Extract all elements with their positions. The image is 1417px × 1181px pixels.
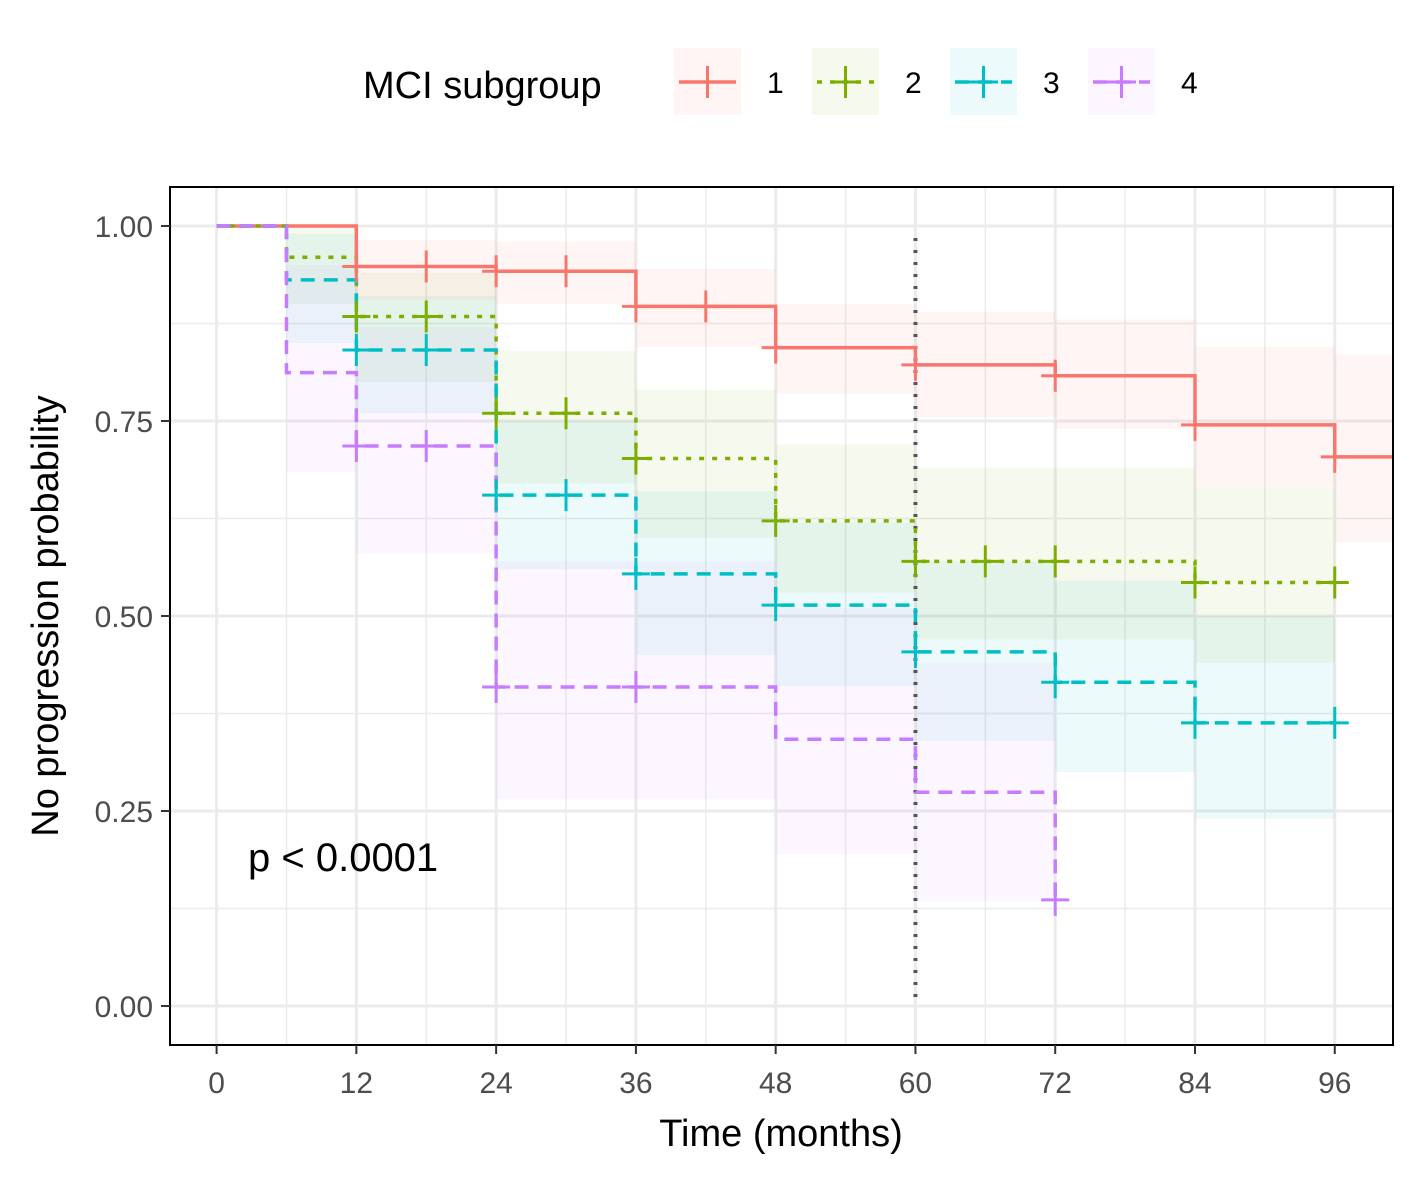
censor-mark-4 — [342, 429, 371, 462]
confidence-bands — [286, 226, 1393, 901]
y-tick-label: 0.25 — [95, 796, 153, 829]
confidence-band-segment — [1055, 580, 1195, 772]
legend-entry-2: 2 — [812, 48, 922, 115]
censor-mark-2 — [971, 545, 1000, 578]
censor-mark-2 — [1041, 545, 1070, 578]
censor-mark-3 — [1041, 666, 1070, 699]
censor-mark-4 — [621, 670, 650, 703]
censor-mark-3 — [901, 635, 930, 668]
y-tick-label: 0.00 — [95, 991, 153, 1024]
legend-entry-1: 1 — [674, 48, 784, 115]
censor-mark-1 — [901, 348, 930, 381]
confidence-band-segment — [286, 226, 357, 304]
censor-mark-1 — [552, 255, 581, 288]
legend-label-2: 2 — [905, 67, 922, 100]
legend-key-censor — [969, 66, 998, 98]
x-tick-label: 0 — [208, 1067, 225, 1100]
confidence-band-segment — [775, 608, 916, 854]
confidence-band-segment — [1194, 346, 1335, 488]
censor-mark-2 — [761, 504, 790, 537]
confidence-band-segment — [915, 561, 1056, 741]
legend-label-3: 3 — [1043, 67, 1060, 100]
confidence-band-segment — [1194, 616, 1335, 819]
censor-mark-2 — [1180, 566, 1209, 599]
censor-mark-3 — [1320, 706, 1349, 739]
legend-key-censor — [1107, 66, 1136, 98]
y-tick-label: 0.50 — [95, 601, 153, 634]
y-tick-label: 0.75 — [95, 406, 153, 439]
censor-mark-2 — [552, 397, 581, 430]
x-tick-label: 48 — [759, 1067, 792, 1100]
censor-mark-3 — [761, 589, 790, 622]
censor-mark-4 — [482, 670, 511, 703]
censor-mark-3 — [621, 557, 650, 590]
censor-mark-1 — [1180, 408, 1209, 441]
censor-mark-1 — [482, 255, 511, 288]
x-tick-label: 60 — [899, 1067, 932, 1100]
legend-key-censor — [831, 66, 860, 98]
y-tick-label: 1.00 — [95, 211, 153, 244]
censor-mark-3 — [482, 479, 511, 512]
censor-mark-3 — [342, 334, 371, 367]
x-tick-label: 12 — [340, 1067, 373, 1100]
confidence-band-segment — [1334, 354, 1393, 542]
series-line-1 — [216, 224, 1393, 459]
legend-entry-3: 3 — [950, 48, 1060, 115]
censor-mark-1 — [342, 250, 371, 283]
censor-mark-2 — [342, 300, 371, 333]
legend-entry-4: 4 — [1088, 48, 1198, 115]
censor-mark-2 — [901, 545, 930, 578]
legend: MCI subgroup 1 2 3 4 — [363, 48, 1198, 115]
p-value-annotation: p < 0.0001 — [248, 836, 438, 880]
confidence-band-segment — [286, 265, 357, 472]
censor-mark-2 — [621, 442, 650, 475]
censor-mark-3 — [1180, 706, 1209, 739]
censor-mark-1 — [691, 290, 720, 323]
legend-key-censor — [693, 66, 722, 98]
series-line-3 — [216, 224, 1335, 725]
y-axis-title: No progression probability — [25, 395, 67, 836]
plot-area: p < 0.0001 — [169, 186, 1394, 1046]
x-tick-label: 84 — [1178, 1067, 1211, 1100]
confidence-band-segment — [286, 233, 357, 343]
censor-mark-2 — [412, 300, 441, 333]
confidence-band-segment — [1194, 487, 1335, 663]
x-tick-label: 36 — [619, 1067, 652, 1100]
censor-mark-1 — [412, 250, 441, 283]
censor-mark-4 — [412, 429, 441, 462]
censor-marks — [342, 250, 1349, 916]
censor-mark-2 — [482, 397, 511, 430]
censor-mark-1 — [621, 290, 650, 323]
censor-mark-2 — [1320, 566, 1349, 599]
legend-title: MCI subgroup — [363, 65, 602, 107]
censor-mark-1 — [1041, 359, 1070, 392]
legend-label-1: 1 — [767, 67, 784, 100]
legend-entries: 1 2 3 4 — [674, 48, 1198, 115]
legend-label-4: 4 — [1181, 67, 1198, 100]
confidence-band-segment — [775, 444, 916, 593]
x-axis: 0 12 24 36 48 60 72 84 96 — [208, 1045, 1351, 1100]
y-axis: 0.00 0.25 0.50 0.75 1.00 — [95, 211, 170, 1024]
x-tick-label: 72 — [1039, 1067, 1072, 1100]
censor-mark-1 — [761, 331, 790, 364]
confidence-band-segment — [915, 662, 1056, 901]
confidence-band-segment — [635, 389, 776, 538]
censor-mark-1 — [1320, 440, 1349, 473]
x-tick-label: 96 — [1318, 1067, 1351, 1100]
confidence-band-segment — [775, 522, 916, 687]
censor-mark-3 — [552, 479, 581, 512]
censor-mark-3 — [412, 334, 441, 367]
x-axis-title: Time (months) — [659, 1113, 903, 1155]
censor-mark-4 — [1041, 883, 1070, 916]
x-tick-label: 24 — [479, 1067, 512, 1100]
